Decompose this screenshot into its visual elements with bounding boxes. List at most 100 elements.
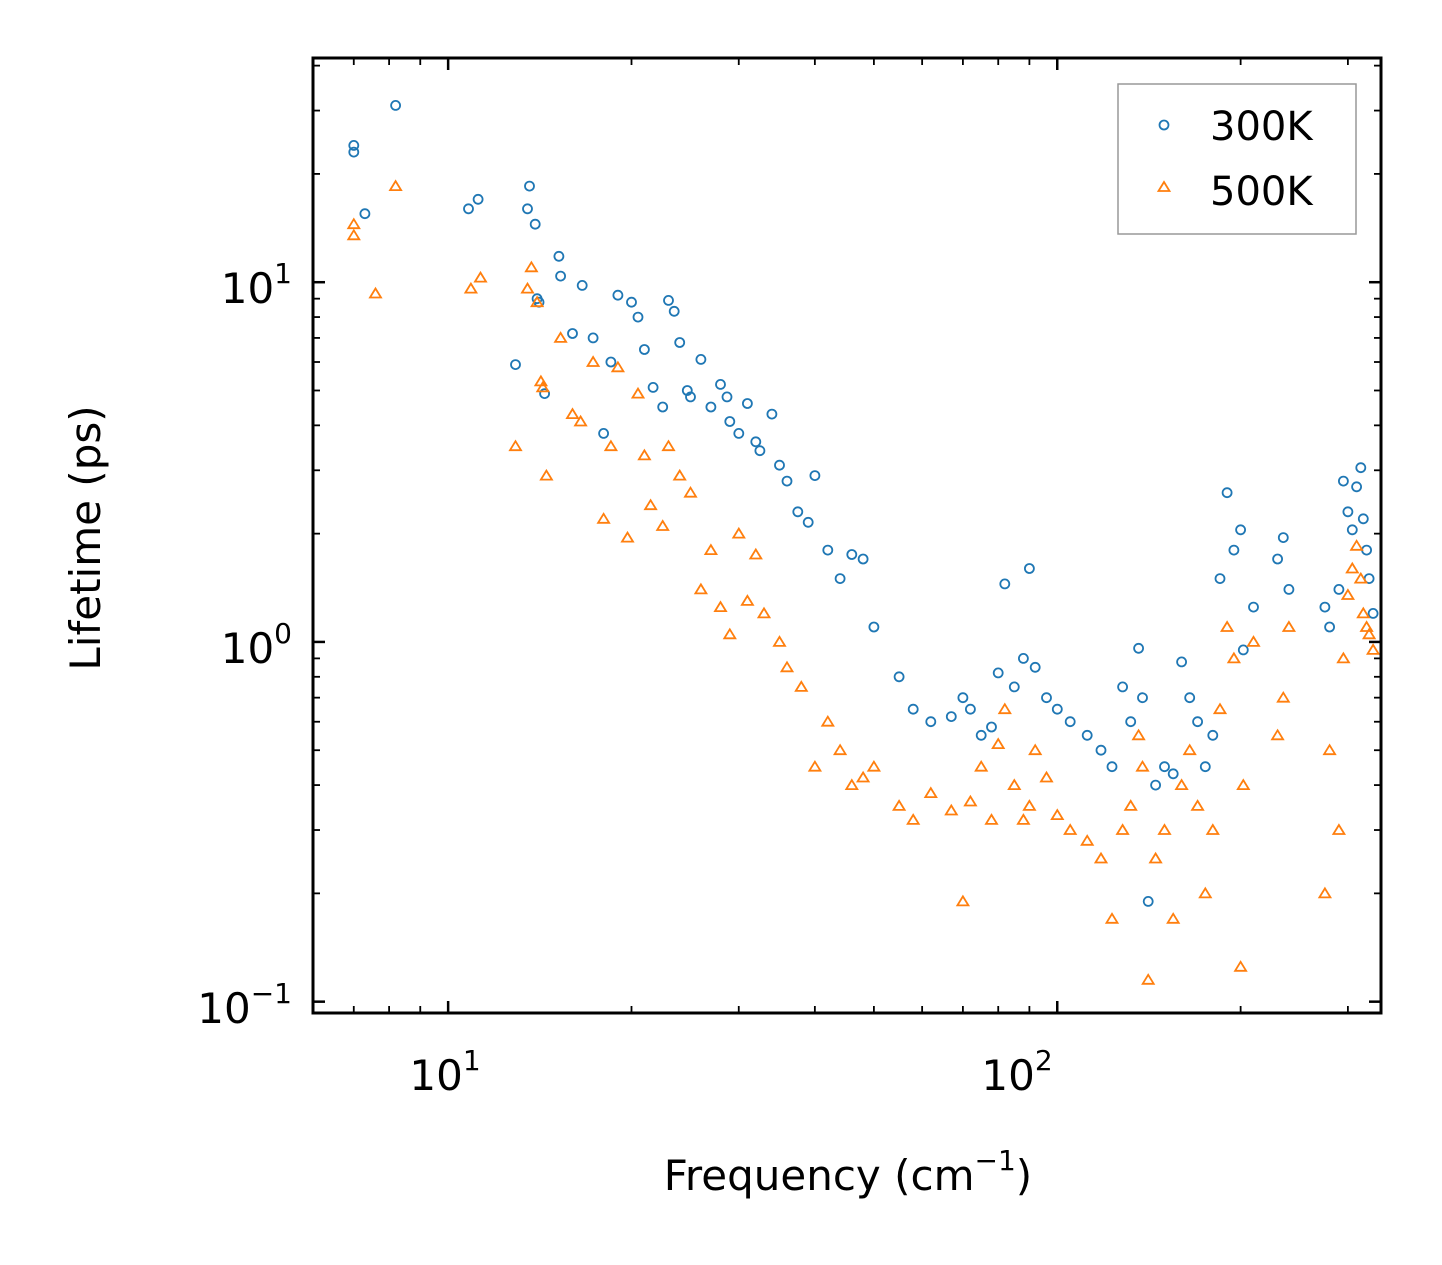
data-point-500k <box>1365 643 1381 655</box>
data-point-500k <box>866 759 882 772</box>
data-point-500k <box>891 799 907 811</box>
data-point-300k <box>715 378 726 390</box>
data-point-300k <box>1207 729 1219 741</box>
data-point-300k <box>999 578 1011 590</box>
data-point-300k <box>1125 716 1137 728</box>
x-axis-title: Frequency (cm−1) <box>664 1144 1032 1200</box>
data-point-500k <box>955 894 971 907</box>
data-point-300k <box>1248 601 1259 613</box>
data-point-500k <box>1236 778 1251 790</box>
data-point-300k <box>945 711 957 722</box>
data-point-300k <box>1041 692 1052 704</box>
data-point-500k <box>991 737 1006 749</box>
data-point-500k <box>756 606 772 619</box>
data-point-300k <box>639 344 650 355</box>
data-point-300k <box>1150 779 1161 791</box>
data-point-300k <box>1355 462 1367 474</box>
legend-label-300k: 300K <box>1210 104 1314 150</box>
data-point-300k <box>1095 744 1107 756</box>
data-point-500k <box>529 295 545 308</box>
legend: 300K 500K <box>1117 83 1357 235</box>
data-point-500k <box>1182 743 1197 756</box>
data-point-300k <box>524 180 535 192</box>
data-point-500k <box>974 759 989 772</box>
data-point-500k <box>463 281 479 294</box>
data-point-300k <box>1199 761 1211 773</box>
y-tick-label-10: 101 <box>221 257 292 313</box>
data-point-300k <box>1117 681 1128 693</box>
data-point-500k <box>1166 912 1181 924</box>
data-point-300k <box>359 208 371 220</box>
data-point-300k <box>733 427 745 439</box>
data-point-300k <box>390 100 402 111</box>
data-point-500k <box>535 380 550 393</box>
data-point-500k <box>368 286 383 299</box>
data-point-500k <box>963 794 978 807</box>
data-point-300k <box>1159 761 1170 773</box>
data-point-500k <box>1080 834 1095 846</box>
data-point-500k <box>388 179 403 192</box>
data-point-300k <box>605 356 617 368</box>
data-point-300k <box>522 203 533 215</box>
data-point-300k <box>348 139 360 151</box>
data-point-500k <box>1063 823 1078 835</box>
data-point-300k <box>721 391 733 403</box>
data-point-300k <box>587 332 599 344</box>
data-point-500k <box>1353 571 1368 584</box>
data-point-500k <box>779 660 795 673</box>
data-point-300k <box>802 516 814 528</box>
data-point-300k <box>1333 584 1345 595</box>
data-point-500k <box>1016 813 1031 825</box>
data-point-300k <box>1277 532 1289 543</box>
data-point-500k <box>1349 539 1364 551</box>
data-point-500k <box>722 627 737 640</box>
data-point-500k <box>997 702 1012 715</box>
data-point-500k <box>1246 635 1261 647</box>
data-point-500k <box>643 498 658 511</box>
data-point-300k <box>1272 553 1283 565</box>
data-point-300k <box>750 436 762 448</box>
data-point-500k <box>1226 651 1242 664</box>
data-point-500k <box>731 526 746 539</box>
data-point-500k <box>1190 799 1205 811</box>
data-point-300k <box>668 305 680 317</box>
data-point-500k <box>984 813 999 825</box>
data-point-500k <box>1233 960 1248 972</box>
data-point-300k <box>1192 716 1203 728</box>
data-point-500k <box>565 407 580 420</box>
data-point-300k <box>598 427 609 439</box>
data-point-500k <box>1028 743 1043 756</box>
legend-box <box>1117 83 1357 235</box>
data-point-500k <box>1104 912 1120 924</box>
data-point-300k <box>724 416 736 427</box>
data-point-500k <box>1219 620 1235 632</box>
series-300k <box>348 100 1379 907</box>
data-point-300k <box>1133 642 1144 654</box>
data-point-300k <box>1351 481 1362 493</box>
data-point-500k <box>1336 651 1351 664</box>
data-point-500k <box>620 530 635 543</box>
data-point-300k <box>1214 573 1226 584</box>
data-point-300k <box>975 729 987 741</box>
data-point-500k <box>1093 851 1109 864</box>
data-point-500k <box>923 786 938 798</box>
data-point-500k <box>740 594 755 606</box>
data-point-500k <box>346 228 361 241</box>
data-point-300k <box>1018 653 1029 664</box>
data-point-300k <box>857 553 869 565</box>
data-point-500k <box>855 770 871 783</box>
data-point-300k <box>612 289 624 301</box>
data-point-300k <box>965 703 976 715</box>
data-point-300k <box>781 475 793 487</box>
data-point-300k <box>742 398 753 409</box>
data-point-500k <box>1340 588 1356 600</box>
data-point-500k <box>1148 851 1163 864</box>
data-point-300k <box>472 193 484 205</box>
data-point-300k <box>1342 506 1354 518</box>
data-point-300k <box>1081 729 1093 741</box>
data-point-300k <box>1024 563 1035 574</box>
data-point-500k <box>1270 728 1285 741</box>
data-point-500k <box>944 803 959 816</box>
data-point-300k <box>1237 644 1249 656</box>
